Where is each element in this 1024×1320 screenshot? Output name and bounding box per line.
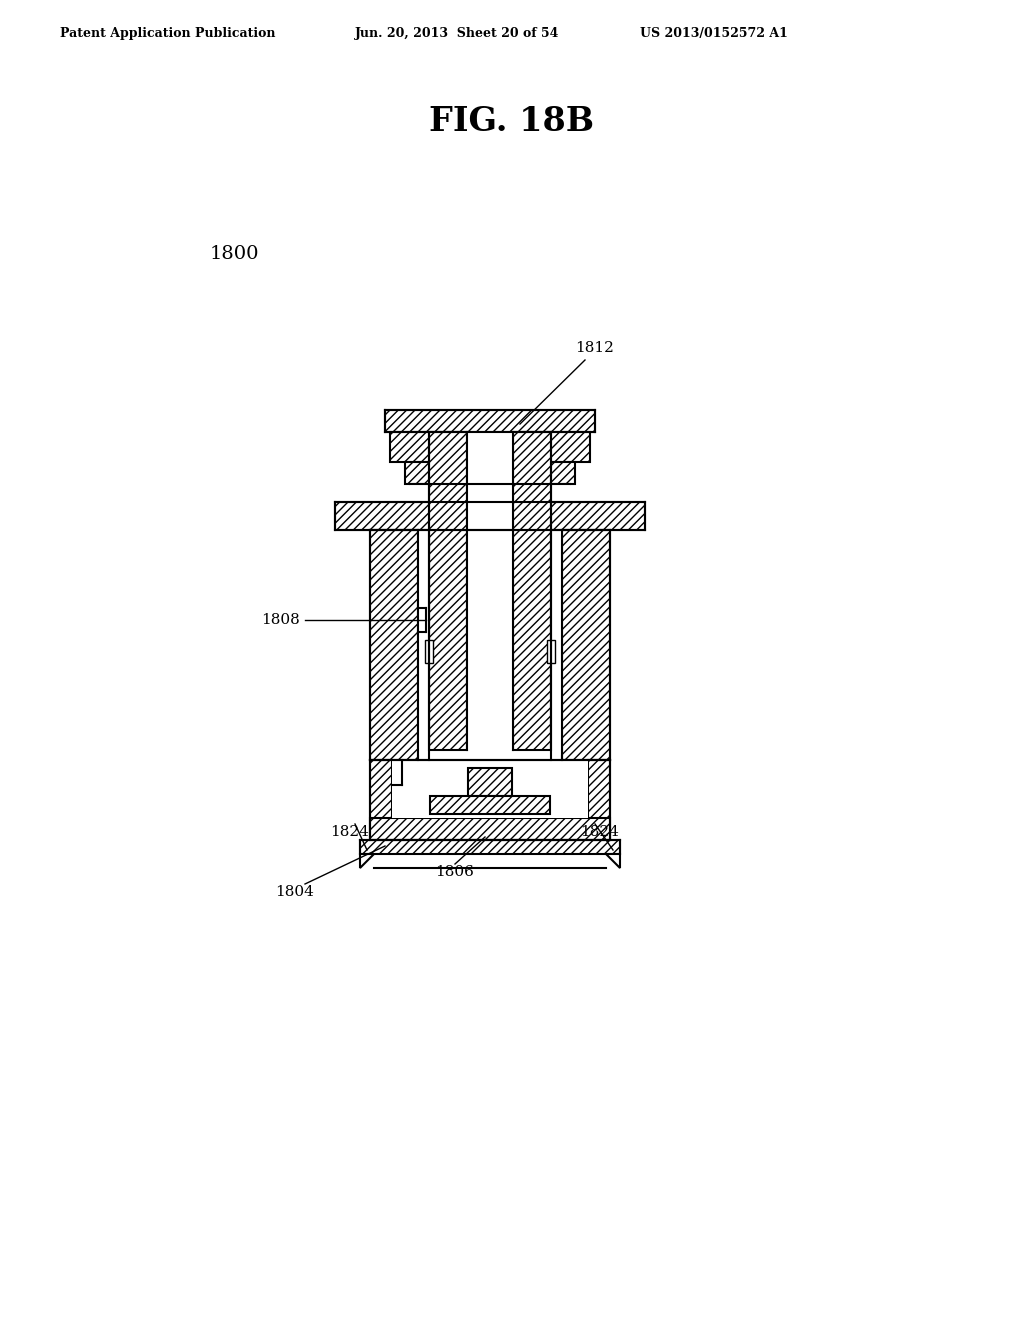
Bar bbox=[360, 840, 620, 854]
Bar bbox=[468, 768, 512, 796]
Text: Patent Application Publication: Patent Application Publication bbox=[60, 26, 275, 40]
Polygon shape bbox=[360, 854, 374, 869]
Bar bbox=[547, 640, 555, 664]
Text: 1808: 1808 bbox=[261, 612, 300, 627]
Bar bbox=[513, 432, 551, 750]
Text: US 2013/0152572 A1: US 2013/0152572 A1 bbox=[640, 26, 787, 40]
Bar bbox=[520, 432, 590, 462]
Bar bbox=[370, 531, 418, 760]
Text: FIG. 18B: FIG. 18B bbox=[429, 106, 595, 139]
Bar bbox=[370, 818, 610, 840]
Bar bbox=[370, 760, 392, 840]
Bar bbox=[335, 502, 645, 531]
Bar bbox=[430, 796, 550, 814]
Text: 1824: 1824 bbox=[331, 825, 370, 840]
Text: 1824: 1824 bbox=[581, 825, 620, 840]
Bar bbox=[390, 432, 460, 462]
Bar bbox=[429, 432, 467, 750]
Bar bbox=[562, 531, 610, 760]
Bar bbox=[392, 760, 588, 818]
Bar bbox=[551, 531, 562, 755]
Text: 1804: 1804 bbox=[275, 884, 314, 899]
Text: Jun. 20, 2013  Sheet 20 of 54: Jun. 20, 2013 Sheet 20 of 54 bbox=[355, 26, 559, 40]
Bar bbox=[410, 484, 570, 494]
Bar bbox=[418, 531, 429, 755]
Text: 1812: 1812 bbox=[575, 341, 613, 355]
Polygon shape bbox=[606, 854, 620, 869]
Text: 1800: 1800 bbox=[210, 246, 259, 263]
Bar bbox=[588, 760, 610, 840]
Bar bbox=[467, 432, 513, 750]
Bar bbox=[385, 411, 595, 432]
Bar bbox=[425, 640, 433, 664]
Bar bbox=[406, 462, 575, 484]
Text: 1806: 1806 bbox=[435, 865, 474, 879]
Bar bbox=[460, 432, 520, 462]
